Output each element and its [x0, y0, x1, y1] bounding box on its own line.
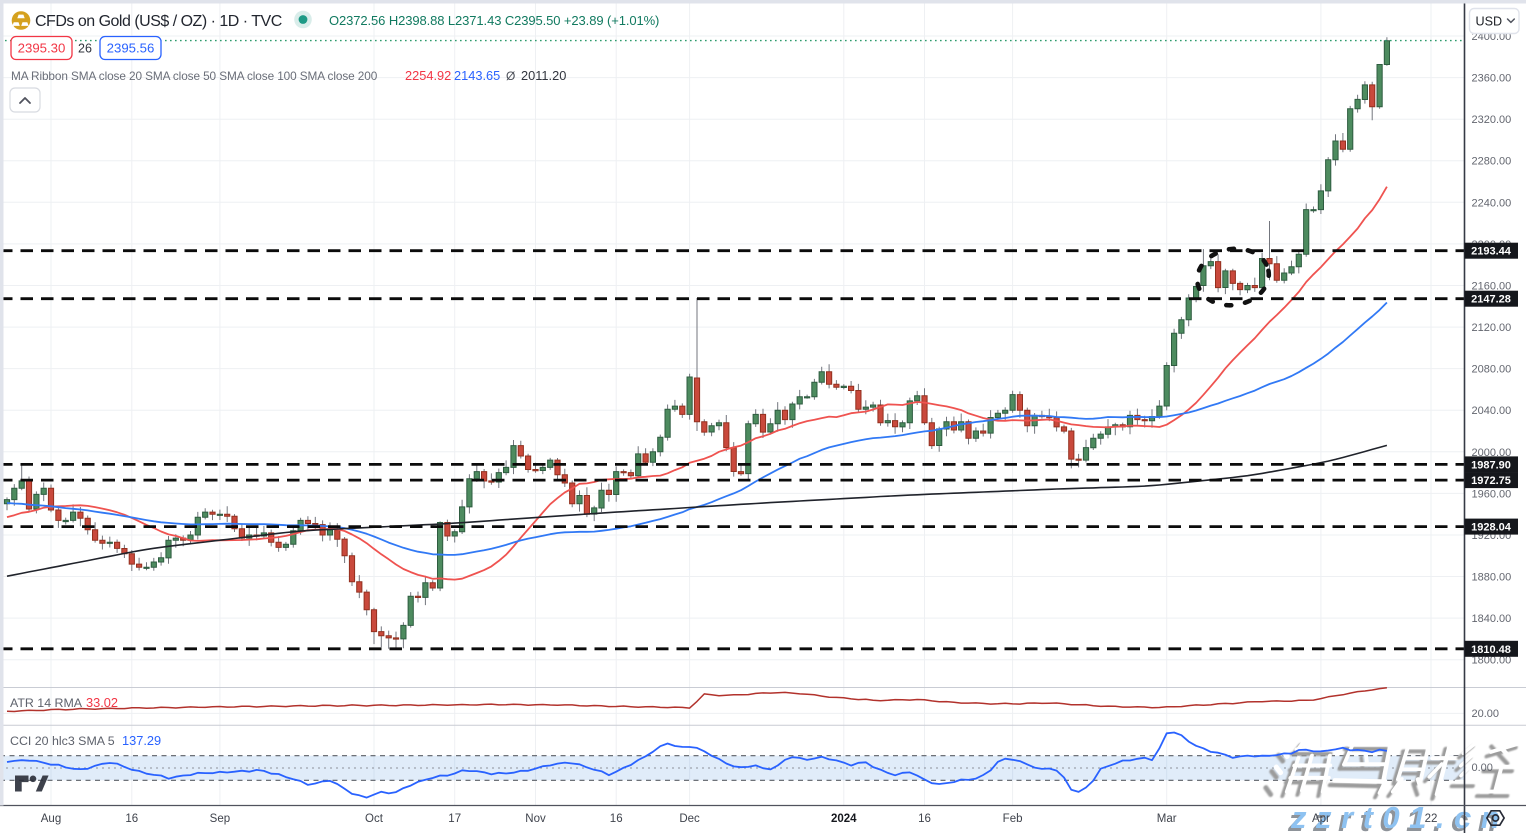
svg-text:2040.00: 2040.00 [1472, 405, 1512, 417]
svg-text:17: 17 [448, 813, 461, 825]
svg-text:2143.65: 2143.65 [454, 68, 500, 83]
svg-text:2000.00: 2000.00 [1472, 447, 1512, 459]
svg-text:ATR 14 RMA: ATR 14 RMA [10, 696, 83, 710]
svg-text:2280.00: 2280.00 [1472, 156, 1512, 168]
svg-text:MA Ribbon SMA close 20 SMA clo: MA Ribbon SMA close 20 SMA close 50 SMA … [11, 69, 378, 83]
svg-text:2193.44: 2193.44 [1471, 246, 1512, 258]
svg-text:Dec: Dec [679, 813, 700, 825]
svg-text:22: 22 [1425, 813, 1438, 825]
svg-text:1960.00: 1960.00 [1472, 488, 1512, 500]
svg-text:137.29: 137.29 [122, 733, 161, 748]
svg-text:16: 16 [918, 813, 931, 825]
svg-text:2395.30: 2395.30 [18, 41, 66, 56]
svg-text:0.00: 0.00 [1472, 762, 1493, 774]
svg-text:2360.00: 2360.00 [1472, 73, 1512, 85]
svg-text:1800.00: 1800.00 [1472, 655, 1512, 667]
svg-text:CFDs on Gold (US$ / OZ) · 1D ·: CFDs on Gold (US$ / OZ) · 1D · TVC [35, 13, 282, 30]
svg-text:O2372.56 H2398.88 L2371.43 C23: O2372.56 H2398.88 L2371.43 C2395.50 +23.… [329, 13, 659, 28]
svg-text:20.00: 20.00 [1472, 708, 1500, 720]
svg-text:Oct: Oct [365, 813, 384, 825]
svg-text:2160.00: 2160.00 [1472, 281, 1512, 293]
svg-text:33.02: 33.02 [86, 695, 118, 710]
svg-text:2395.56: 2395.56 [107, 41, 155, 56]
svg-text:26: 26 [78, 42, 92, 56]
svg-text:2240.00: 2240.00 [1472, 197, 1512, 209]
svg-text:Ø: Ø [506, 69, 515, 83]
svg-text:1840.00: 1840.00 [1472, 613, 1512, 625]
svg-text:1880.00: 1880.00 [1472, 572, 1512, 584]
svg-text:1987.90: 1987.90 [1471, 459, 1511, 471]
svg-text:Sep: Sep [210, 813, 230, 825]
svg-text:16: 16 [610, 813, 623, 825]
svg-text:1972.75: 1972.75 [1471, 475, 1511, 487]
svg-text:CCI 20 hlc3 SMA 5: CCI 20 hlc3 SMA 5 [10, 734, 115, 748]
svg-text:2320.00: 2320.00 [1472, 114, 1512, 126]
svg-text:2147.28: 2147.28 [1471, 294, 1511, 306]
svg-text:Feb: Feb [1003, 813, 1023, 825]
svg-text:Mar: Mar [1157, 813, 1177, 825]
svg-text:2254.92: 2254.92 [405, 68, 451, 83]
svg-text:2120.00: 2120.00 [1472, 322, 1512, 334]
svg-text:USD: USD [1476, 15, 1503, 29]
svg-text:2024: 2024 [831, 813, 857, 825]
svg-text:2080.00: 2080.00 [1472, 364, 1512, 376]
svg-text:Aug: Aug [41, 813, 61, 825]
svg-text:2011.20: 2011.20 [521, 68, 566, 83]
svg-text:1928.04: 1928.04 [1471, 522, 1512, 534]
svg-text:Apr: Apr [1312, 813, 1330, 825]
svg-text:zzrt01.cn: zzrt01.cn [1287, 803, 1506, 833]
svg-text:1810.48: 1810.48 [1471, 644, 1511, 656]
svg-text:Nov: Nov [525, 813, 546, 825]
svg-text:16: 16 [125, 813, 138, 825]
